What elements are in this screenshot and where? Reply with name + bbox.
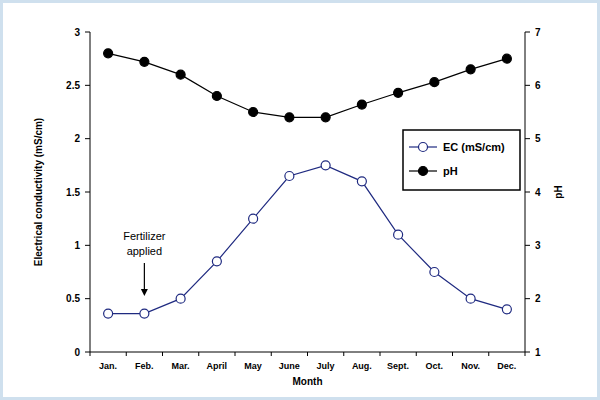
x-tick-label: Mar. [172,361,190,371]
series-marker [249,214,258,223]
y-tick-label: 0.5 [66,293,80,304]
y-tick-label: 1.5 [66,187,80,198]
series-marker [502,54,511,63]
y2-tick-label: 5 [535,133,541,144]
series-marker [285,172,294,181]
y2-axis-title: pH [553,185,564,198]
x-tick-label: May [244,361,262,371]
x-tick [126,352,127,356]
axes: 0 0.5 1 1.5 2 2.5 3 1 2 3 4 5 6 7 Jan. Feb. Mar. April May… [66,27,541,372]
series-marker [104,309,113,318]
y2-tick-label: 3 [535,240,541,251]
y2-tick-label: 7 [535,27,541,38]
series-marker [466,294,475,303]
x-axis-title: Month [293,376,323,387]
x-tick [488,352,489,356]
y2-tick [525,138,530,139]
x-tick-label: Sept. [387,361,409,371]
x-tick [162,352,163,356]
y-tick [85,245,90,246]
x-tick-label: April [207,361,228,371]
x-tick [343,352,344,356]
x-tick-label: Nov. [461,361,480,371]
y2-tick [525,298,530,299]
y-tick [85,192,90,193]
y-tick [85,298,90,299]
x-tick-label: July [317,361,335,371]
annotation-text: Fertilizer applied [123,230,166,257]
y-tick-label: 0 [74,347,80,358]
y2-tick-label: 6 [535,80,541,91]
series-marker [321,161,330,170]
series-marker [104,49,113,58]
annotation-line: Fertilizer [123,230,166,242]
y-tick [85,32,90,33]
x-tick [307,352,308,356]
series-marker [285,113,294,122]
x-tick-label: Dec. [497,361,516,371]
y2-tick [525,85,530,86]
legend-label: pH [443,165,458,177]
series-marker [249,108,258,117]
x-tick [235,352,236,356]
y2-tick [525,352,530,353]
page-frame [2,2,599,399]
legend-marker [419,167,428,176]
annotation-arrowhead [141,289,148,296]
series-marker [176,294,185,303]
series-marker [430,268,439,277]
y2-tick-label: 1 [535,347,541,358]
annotation-line: applied [127,245,162,257]
y2-tick [525,192,530,193]
legend: EC (mS/cm) pH [403,130,520,190]
x-tick [380,352,381,356]
series-marker [394,88,403,97]
x-tick-label: Jan. [99,361,117,371]
x-tick [416,352,417,356]
series-marker [466,65,475,74]
series-marker [212,257,221,266]
y-tick [85,352,90,353]
annotation-arrow [144,263,145,292]
y-tick-label: 1 [74,240,80,251]
y2-tick-label: 2 [535,293,541,304]
series-marker [176,70,185,79]
x-tick-label: Feb. [135,361,154,371]
y2-tick [525,245,530,246]
x-tick [271,352,272,356]
series-marker [140,57,149,66]
series-marker [212,92,221,101]
y-tick-label: 2.5 [66,80,80,91]
series-line [108,53,507,117]
y-tick [85,85,90,86]
x-tick [198,352,199,356]
legend-marker [419,143,428,152]
series-marker [502,305,511,314]
x-tick-label: June [279,361,300,371]
y-axis-title: Electrical conductivity (mS/cm) [33,118,44,266]
x-tick-label: Oct. [426,361,444,371]
x-tick-label: Aug. [352,361,372,371]
annotation: Fertilizer applied [123,230,166,296]
series-marker [140,309,149,318]
x-tick [90,352,91,356]
series-marker [394,230,403,239]
y-tick-label: 3 [74,27,80,38]
y-tick-label: 2 [74,133,80,144]
series-marker [430,78,439,87]
x-tick [452,352,453,356]
series-marker [357,100,366,109]
y2-tick [525,32,530,33]
series-marker [357,177,366,186]
legend-box [403,130,520,190]
x-tick [525,352,526,356]
y2-tick-label: 4 [535,187,541,198]
y-tick [85,138,90,139]
legend-label: EC (mS/cm) [443,141,505,153]
series-marker [321,113,330,122]
